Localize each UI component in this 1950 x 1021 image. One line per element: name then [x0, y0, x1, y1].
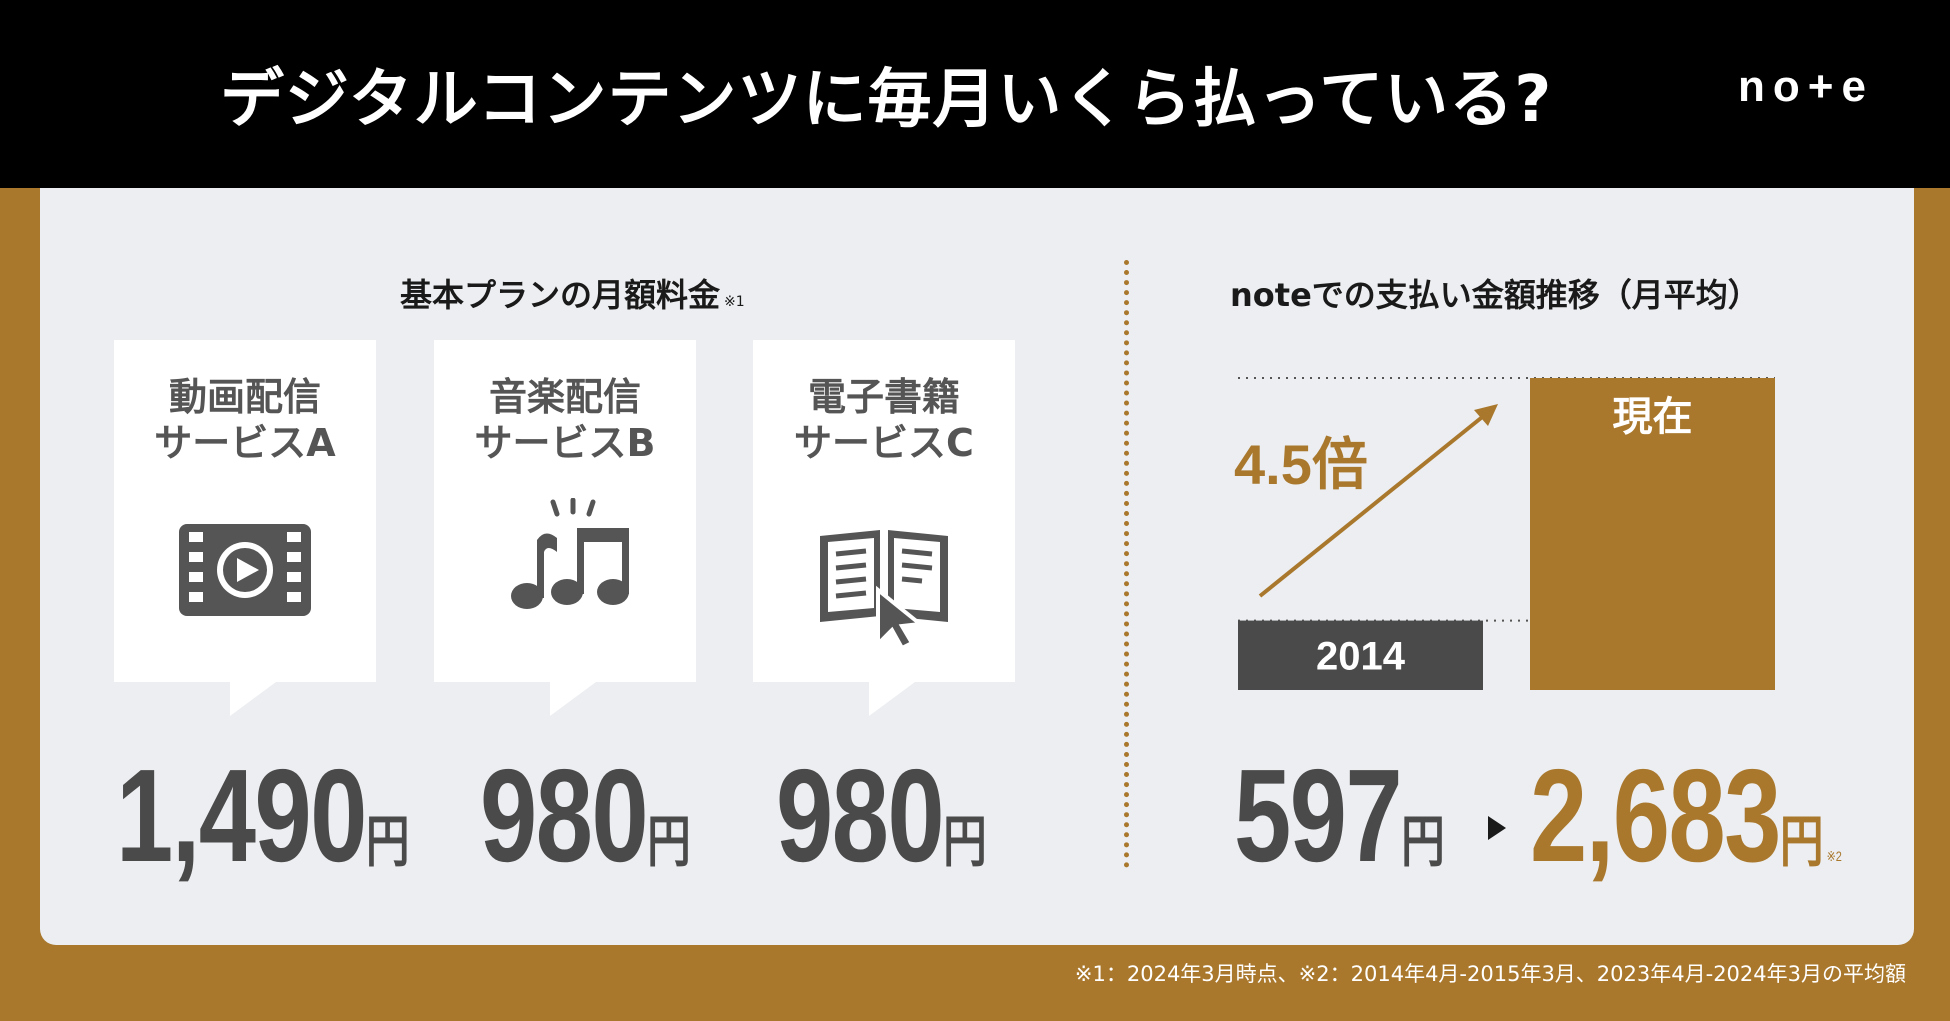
card-music-service: 音楽配信 サービスB: [434, 340, 696, 716]
ebook-icon: [753, 520, 1015, 654]
price-unit: 円: [943, 810, 987, 873]
bar-1: [1530, 378, 1775, 690]
growth-arrow: [1258, 412, 1488, 598]
left-title-note: ※1: [724, 294, 745, 310]
price-ebook-service: 980円: [776, 740, 987, 891]
bar-0: [1238, 620, 1483, 690]
price-video-service: 1,490円: [116, 740, 410, 891]
multiplier-label: 4.5倍: [1234, 433, 1368, 496]
music-icon: [434, 497, 696, 622]
card-label-line2: サービスC: [794, 421, 974, 465]
card-label-line2: サービスA: [154, 421, 336, 465]
price-note: ※2: [1826, 848, 1842, 864]
card-label-line1: 動画配信: [168, 375, 321, 419]
left-section-title: 基本プランの月額料金 ※1: [400, 270, 745, 316]
bar-label-1: 現在: [1613, 395, 1693, 439]
card-ebook-service: 電子書籍 サービスC: [753, 340, 1015, 716]
price-value: 597: [1234, 742, 1403, 889]
footnote: ※1：2024年3月時点、※2：2014年4月-2015年3月、2023年4月-…: [1074, 962, 1906, 986]
left-section-title-text: 基本プランの月額料金: [400, 276, 721, 314]
price-unit: 円: [1401, 810, 1445, 873]
price-unit: 円: [647, 810, 691, 873]
price-value: 1,490: [116, 742, 367, 889]
video-icon: [114, 520, 376, 624]
note-logo: no+e: [1738, 62, 1874, 111]
price-value: 980: [776, 742, 945, 889]
bar-label-0: 2014: [1316, 634, 1406, 678]
card-label-line2: サービスB: [474, 421, 656, 465]
growth-arrow-head: [1474, 404, 1498, 426]
section-divider: [1124, 260, 1129, 868]
arrow-right-icon: [1488, 816, 1506, 840]
price-current: 2,683円 ※2: [1530, 740, 1842, 891]
card-label-line1: 音楽配信: [488, 375, 641, 419]
card-label-line1: 電子書籍: [807, 375, 960, 419]
price-2014: 597円: [1234, 740, 1445, 891]
price-music-service: 980円: [480, 740, 691, 891]
page-title: デジタルコンテンツに毎月いくら払っている?: [220, 63, 1553, 137]
right-section-title: noteでの支払い金額推移（月平均）: [1230, 276, 1760, 314]
price-unit: 円: [1779, 810, 1824, 873]
note-payment-chart: 2014 現在: [1238, 377, 1775, 690]
card-video-service: 動画配信 サービスA: [114, 340, 376, 716]
header-bar: デジタルコンテンツに毎月いくら払っている? no+e: [0, 0, 1950, 188]
price-value: 2,683: [1530, 742, 1781, 889]
price-value: 980: [480, 742, 649, 889]
price-unit: 円: [365, 810, 410, 873]
